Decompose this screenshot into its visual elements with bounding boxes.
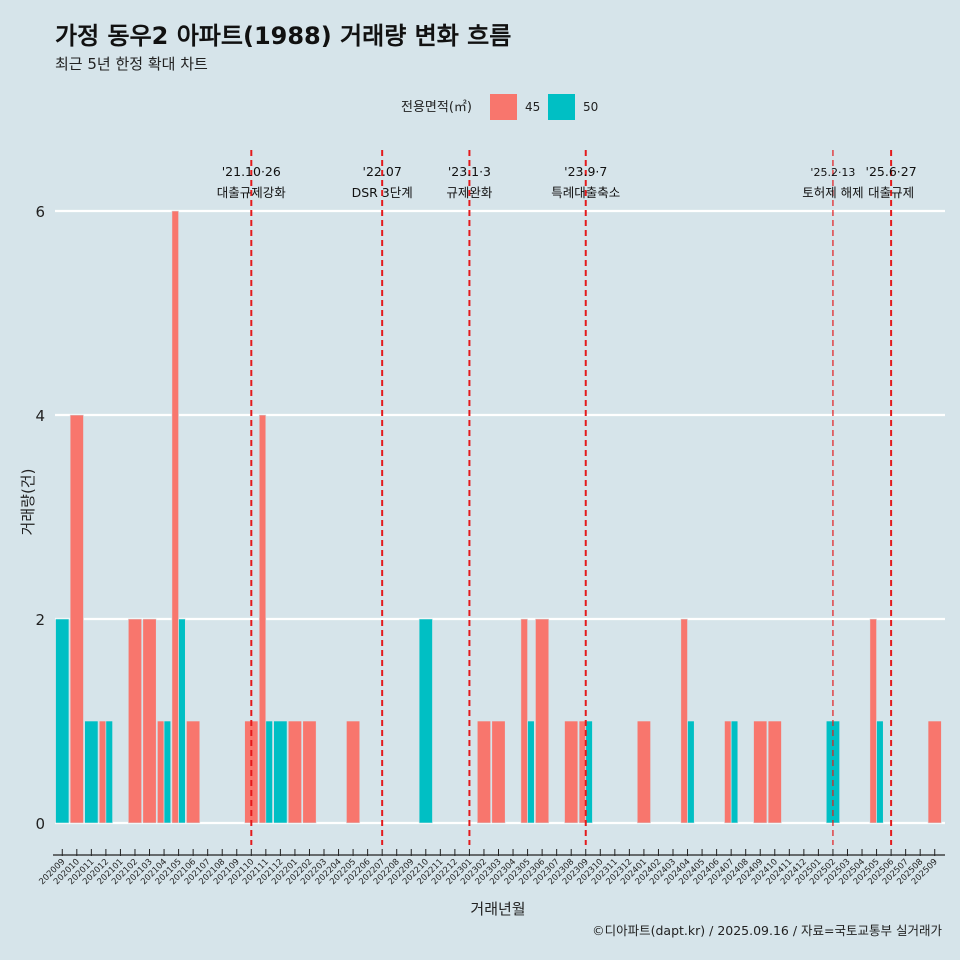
- bar-45-202401: [636, 720, 651, 824]
- bar-45-202309: [578, 720, 587, 824]
- bar-50-202505: [876, 720, 884, 824]
- bar-50-202112: [273, 720, 288, 824]
- bar-45-202105: [171, 210, 179, 824]
- event-date: '21.10·26: [222, 164, 281, 179]
- legend-swatch-50: [548, 94, 575, 120]
- event-label: DSR 3단계: [352, 185, 413, 200]
- bar-45-202308: [564, 720, 579, 824]
- bar-45-202202: [302, 720, 317, 824]
- y-axis: 0 2 4 6: [35, 203, 45, 833]
- bar-45-202505: [869, 618, 877, 824]
- legend-label-50: 50: [583, 100, 598, 114]
- bar-45-202106: [186, 720, 201, 824]
- bar-45-202010: [69, 414, 84, 824]
- event-label: 대출규제강화: [217, 185, 287, 200]
- bar-50-202012: [105, 720, 113, 824]
- bar-45-202102: [127, 618, 142, 824]
- bar-50-202305: [527, 720, 535, 824]
- bar-45-202012: [98, 720, 107, 824]
- bar-45-202302: [476, 720, 491, 824]
- bar-50-202210: [418, 618, 433, 824]
- bar-50-202407: [730, 720, 739, 824]
- bars: [55, 210, 942, 824]
- bar-45-202407: [724, 720, 732, 824]
- chart-title: 가정 동우2 아파트(1988) 거래량 변화 흐름: [55, 22, 511, 50]
- x-axis: 2020092020102020112020122021012021022021…: [37, 849, 945, 887]
- x-axis-title: 거래년월: [470, 900, 525, 918]
- legend: 전용면적(㎡) 45 50: [401, 94, 598, 120]
- event-label: 토허제 해제: [802, 185, 863, 200]
- legend-label-45: 45: [525, 100, 540, 114]
- caption: ©디아파트(dapt.kr) / 2025.09.16 / 자료=국토교통부 실…: [592, 923, 942, 938]
- event-label: 규제완화: [446, 185, 493, 200]
- event-label: 특례대출축소: [551, 185, 620, 200]
- bar-50-202309: [585, 720, 593, 824]
- legend-title: 전용면적(㎡): [401, 100, 472, 115]
- bar-50-202009: [55, 618, 70, 824]
- event-date: '25.6·27: [866, 164, 917, 179]
- bar-45-202111: [258, 414, 267, 824]
- bar-45-202509: [927, 720, 942, 824]
- bar-50-202404: [687, 720, 695, 824]
- y-axis-title: 거래량(건): [19, 469, 37, 536]
- event-lines: '21.10·26 대출규제강화 '22.07 DSR 3단계 '23.1·3 규제완화 '…: [217, 150, 917, 845]
- bar-45-202103: [142, 618, 157, 824]
- bar-45-202306: [535, 618, 550, 824]
- bar-45-202305: [520, 618, 528, 824]
- event-date: '23.1·3: [448, 164, 491, 179]
- bar-50-202105: [178, 618, 186, 824]
- bar-50-202111: [265, 720, 273, 824]
- bar-45-202409: [753, 720, 768, 824]
- event-date: '23.9·7: [564, 164, 607, 179]
- y-tick-label: 2: [35, 611, 45, 629]
- y-tick-label: 4: [35, 407, 45, 425]
- legend-swatch-45: [490, 94, 517, 120]
- y-tick-label: 0: [35, 815, 45, 833]
- event-label: 대출규제: [868, 185, 914, 200]
- y-tick-label: 6: [35, 203, 45, 221]
- event-date: '22.07: [363, 164, 402, 179]
- chart-subtitle: 최근 5년 한정 확대 차트: [55, 55, 208, 73]
- bar-50-202011: [84, 720, 99, 824]
- bar-45-202303: [491, 720, 506, 824]
- event-date: '25.2·13: [810, 166, 855, 179]
- bar-50-202104: [163, 720, 172, 824]
- bar-45-202404: [680, 618, 688, 824]
- bar-45-202104: [157, 720, 165, 824]
- bar-45-202410: [767, 720, 782, 824]
- bar-45-202201: [287, 720, 302, 824]
- bar-45-202205: [346, 720, 361, 824]
